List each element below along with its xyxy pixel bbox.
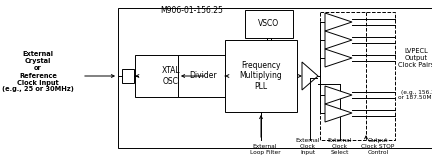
Text: Frequency
Multiplying
PLL: Frequency Multiplying PLL [240,61,283,91]
Bar [135,55,207,97]
Polygon shape [325,49,352,67]
Text: M906-01-156.25: M906-01-156.25 [160,6,223,15]
Bar [320,12,395,140]
Text: XTAL
OSC: XTAL OSC [162,66,180,86]
Polygon shape [325,31,352,49]
Text: LVPECL
Output
Clock Pairs: LVPECL Output Clock Pairs [398,48,432,68]
Bar [118,8,432,148]
Text: Divider: Divider [189,72,217,81]
Polygon shape [325,86,352,104]
Bar [245,10,293,38]
Bar [122,69,134,83]
Text: VSCO: VSCO [258,20,280,29]
Text: (e.g., 156.25
or 187.50MHz): (e.g., 156.25 or 187.50MHz) [398,90,432,100]
Polygon shape [302,62,318,90]
Bar [178,55,228,97]
Polygon shape [325,104,352,122]
Text: External
Crystal
or
Reference
Clock Input
(e.g., 25 or 30MHz): External Crystal or Reference Clock Inpu… [2,51,74,92]
Text: External
Clock
Input: External Clock Input [296,138,320,155]
Text: External
Clock
Select: External Clock Select [328,138,352,155]
Text: Output
Clock STOP
Control: Output Clock STOP Control [361,138,395,155]
Polygon shape [325,13,352,31]
Bar [225,40,297,112]
Text: External
Loop Filter: External Loop Filter [250,144,280,155]
